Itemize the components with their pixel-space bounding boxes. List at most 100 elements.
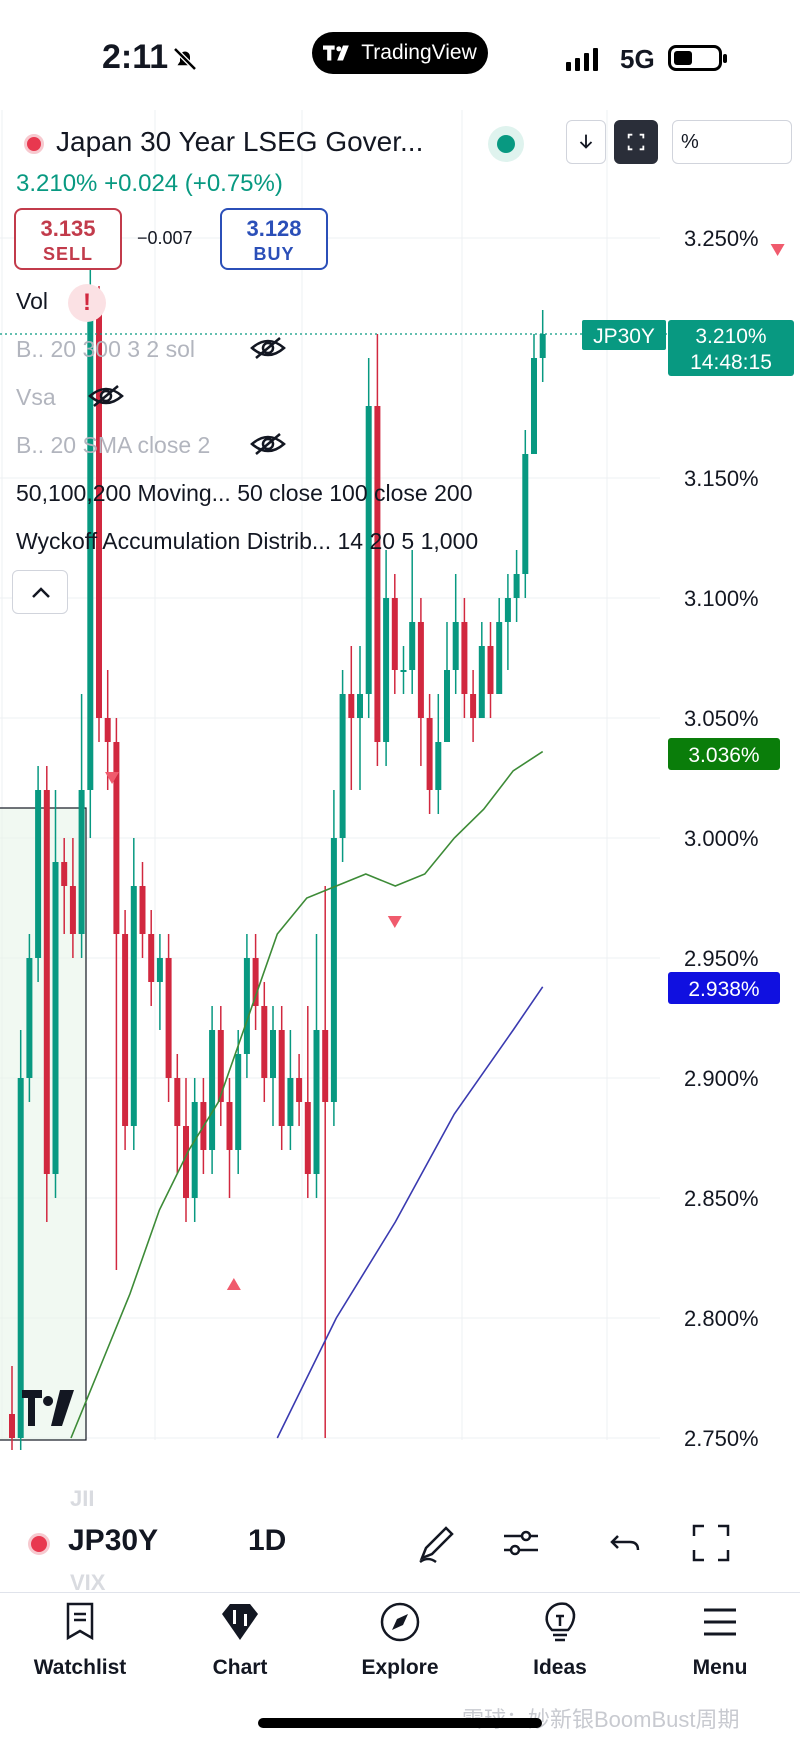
indicator-vsa[interactable]: Vsa: [16, 384, 56, 410]
price-chart[interactable]: 3.250% 3.150% 3.100% 3.050% 3.000% 2.950% 2.90…: [0, 110, 800, 1450]
status-bar: 2:11 TradingView 5G: [0, 0, 800, 118]
tab-explore[interactable]: Explore: [330, 1600, 470, 1680]
tradingview-chart-logo-icon: [22, 1390, 74, 1426]
candle-body: [78, 790, 85, 934]
tab-watchlist[interactable]: Watchlist: [10, 1600, 150, 1680]
candle-body: [261, 1006, 268, 1078]
indicator-bb-sol[interactable]: B.. 20 300 3 2 sol: [16, 336, 196, 362]
candle-body: [426, 718, 433, 790]
indicators-sliders-icon[interactable]: [500, 1522, 542, 1564]
candle-body: [69, 886, 76, 934]
indicator-vol[interactable]: Vol: [16, 288, 48, 314]
candle-body: [130, 886, 137, 1126]
battery-icon: [668, 45, 727, 71]
candle-body: [278, 1030, 285, 1126]
indicator-wyckoff[interactable]: Wyckoff Accumulation Distrib... 14 20 5 …: [16, 528, 479, 554]
tab-chart[interactable]: Chart: [170, 1600, 310, 1680]
percent-scale-toggle[interactable]: %: [672, 120, 792, 164]
tab-bar: [0, 1592, 800, 1738]
tab-menu[interactable]: Menu: [650, 1600, 790, 1680]
indicator-bb-sma[interactable]: B.. 20 SMA close 2: [16, 432, 211, 458]
y-tick-label: 3.250%: [684, 226, 759, 251]
candle-body: [348, 694, 355, 718]
candle-body: [357, 694, 363, 718]
sell-label: SELL: [42, 244, 93, 264]
candle-body: [148, 934, 155, 982]
candle-body: [400, 670, 407, 672]
buy-signal-marker: [226, 1278, 241, 1290]
candle-body: [252, 958, 259, 1006]
candle-body: [165, 958, 172, 1078]
network-type: 5G: [620, 44, 655, 74]
symbol-tag-bg: [582, 320, 666, 350]
eye-hidden-icon[interactable]: [250, 430, 286, 458]
y-tick-label: 2.750%: [684, 1426, 759, 1450]
y-tick-label: 3.100%: [684, 586, 759, 611]
warning-icon[interactable]: !: [68, 284, 106, 322]
sell-price: 3.135: [40, 216, 96, 241]
candle-body: [174, 1078, 181, 1126]
buy-button[interactable]: 3.128 BUY: [220, 208, 328, 270]
candle-body: [122, 934, 129, 1126]
candle-body: [235, 1054, 242, 1150]
candle-body: [270, 1030, 276, 1078]
symbol-title[interactable]: Japan 30 Year LSEG Gover...: [56, 126, 424, 157]
eye-hidden-icon[interactable]: [88, 382, 124, 410]
candle-body: [409, 622, 416, 670]
candle-body: [17, 1078, 24, 1438]
home-indicator: [258, 1718, 542, 1728]
tradingview-pill[interactable]: TradingView: [312, 32, 488, 74]
candle-body: [287, 1078, 294, 1126]
tab-ideas[interactable]: Ideas: [490, 1600, 630, 1680]
candle-body: [9, 1414, 15, 1438]
toolbar-interval[interactable]: 1D: [248, 1524, 287, 1557]
price-change-line: 3.210% +0.024 (+0.75%): [16, 170, 283, 197]
y-tick-label: 3.150%: [684, 466, 759, 491]
buy-label: BUY: [253, 244, 295, 264]
chart-tab-icon: [222, 1604, 258, 1640]
tab-label: Menu: [692, 1656, 748, 1679]
tab-label: Chart: [212, 1656, 268, 1679]
candle-body: [383, 598, 390, 742]
watchlist-icon: [66, 1602, 94, 1641]
candle-body: [365, 406, 372, 694]
eye-hidden-icon[interactable]: [250, 334, 286, 362]
candle-body: [478, 646, 485, 718]
sell-signal-marker: [770, 244, 785, 256]
tab-label: Ideas: [533, 1656, 587, 1679]
y-tick-label: 3.000%: [684, 826, 759, 851]
download-button[interactable]: [566, 120, 606, 164]
y-tick-label: 3.050%: [684, 706, 759, 731]
sell-signal-marker: [105, 772, 120, 784]
candle-body: [487, 646, 494, 694]
y-tick-label: 2.950%: [684, 946, 759, 971]
candle-body: [113, 742, 120, 934]
candle-body: [183, 1126, 189, 1198]
collapse-indicators-button[interactable]: [12, 570, 68, 614]
candle-body: [322, 1030, 329, 1102]
sell-button[interactable]: 3.135 SELL: [14, 208, 122, 270]
symbol-flag-icon: [24, 134, 44, 154]
undo-icon[interactable]: [604, 1522, 646, 1564]
toolbar-symbol[interactable]: JP30Y: [68, 1524, 159, 1557]
indicator-moving-averages[interactable]: 50,100,200 Moving... 50 close 100 close …: [16, 480, 473, 506]
tab-label: Watchlist: [33, 1656, 127, 1679]
tab-label: Explore: [361, 1656, 439, 1679]
ma-green-label: 3.036%: [688, 744, 759, 767]
status-time: 2:11: [102, 38, 169, 76]
symbol-tag: JP30Y: [593, 325, 655, 348]
lightbulb-icon: [545, 1602, 576, 1642]
candle-body: [243, 958, 250, 1054]
candle-body: [61, 862, 68, 886]
cellular-signal-icon: [566, 48, 598, 71]
last-price-label-bg: [668, 320, 794, 376]
market-open-indicator[interactable]: [488, 126, 524, 162]
candle-body: [104, 718, 111, 742]
drawing-pen-icon[interactable]: [416, 1522, 458, 1564]
fullscreen-icon[interactable]: [690, 1522, 732, 1564]
sell-signal-marker: [387, 916, 402, 928]
candle-body: [444, 670, 450, 742]
layout-button[interactable]: [614, 120, 658, 164]
candle-body: [452, 622, 459, 670]
bid-ask-spread: −0.007: [137, 228, 193, 248]
